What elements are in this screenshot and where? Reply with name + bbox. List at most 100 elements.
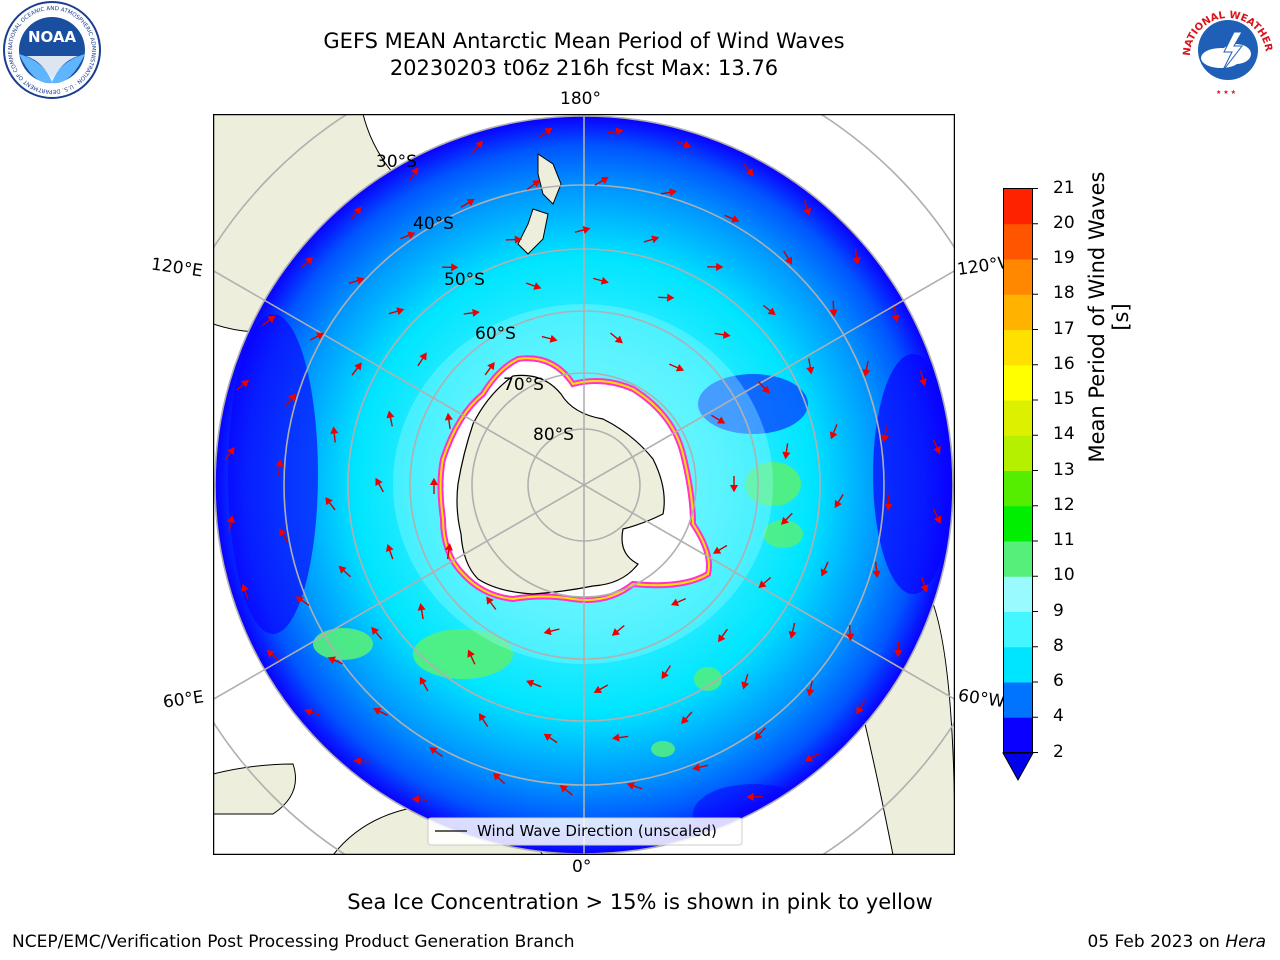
map-legend: Wind Wave Direction (unscaled)	[427, 817, 743, 846]
wave-arrow-head	[582, 226, 591, 234]
wave-arrow-head	[467, 649, 475, 658]
wave-arrow-head	[486, 596, 494, 605]
colorbar-band	[1003, 682, 1033, 718]
wave-arrow-head	[492, 772, 501, 781]
wave-arrow-head	[611, 733, 620, 742]
wave-arrow-head	[611, 628, 620, 636]
wave-arrow-head	[933, 515, 942, 524]
antarctica-land	[456, 374, 665, 595]
colorbar-tick-marks	[1032, 188, 1038, 753]
colorbar-tick-label: 19	[1053, 248, 1075, 268]
wave-arrow-head	[419, 352, 427, 361]
colorbar-band	[1003, 611, 1033, 648]
wave-arrow-head	[451, 263, 459, 272]
lat-label-70s: 70°S	[503, 375, 544, 395]
colorbar-tick-label: 13	[1053, 459, 1075, 480]
wave-arrow-head	[295, 596, 304, 604]
wave-arrow-head	[411, 795, 420, 804]
wave-arrow-head	[227, 515, 235, 524]
wave-arrow-head	[532, 179, 541, 188]
wave-arrow-head	[681, 716, 689, 725]
wave-arrow-head	[327, 656, 336, 664]
wave-arrow-head	[803, 207, 812, 216]
wave-arrow-head	[600, 176, 609, 185]
wave-arrow-head	[227, 446, 235, 456]
lat-label-40s: 40°S	[413, 214, 454, 234]
wave-arrow-head	[353, 757, 362, 766]
new-zealand-land	[517, 153, 562, 255]
wave-arrow-head	[373, 707, 382, 716]
colorbar-tick-label: 2	[1053, 741, 1064, 762]
wave-arrow-head	[919, 378, 927, 387]
wave-arrow-head	[712, 546, 722, 554]
wave-arrow-head	[829, 309, 838, 317]
wave-arrow-head	[767, 307, 776, 316]
legend-label: Wind Wave Direction (unscaled)	[477, 822, 717, 840]
wave-arrow-head	[386, 410, 395, 419]
wave-arrow-head	[692, 763, 701, 772]
wave-arrow-head	[600, 276, 609, 285]
footer-host: Hera	[1225, 932, 1266, 952]
wave-arrow-head	[731, 215, 740, 223]
wave-arrow-head	[396, 307, 405, 316]
wave-arrow-head	[675, 364, 685, 372]
wave-arrow-head	[375, 477, 383, 487]
lon-label-lower-left: 60°E	[161, 687, 206, 713]
wave-arrow-head	[852, 257, 861, 265]
wave-arrow-head	[667, 293, 675, 302]
wave-arrow-head	[717, 634, 726, 643]
colorbar-band	[1003, 329, 1033, 366]
lat-label-80s: 80°S	[533, 425, 574, 445]
wave-arrow-head	[729, 485, 739, 493]
wave-arrow-head	[279, 528, 287, 537]
wave-arrow-head	[338, 565, 347, 574]
wave-arrow-head	[444, 542, 453, 551]
colorbar-band	[1003, 576, 1033, 612]
wave-arrow-head	[615, 127, 624, 136]
colorbar-tick-label: 4	[1053, 706, 1064, 727]
wave-arrow-head	[846, 633, 855, 642]
wave-arrow-head	[304, 708, 313, 717]
colorbar-band	[1003, 188, 1033, 225]
wave-arrow-head	[862, 368, 871, 377]
wave-arrow-head	[356, 276, 365, 285]
chart-subtitle: 20230203 t06z 216h fcst Max: 13.76	[389, 56, 779, 80]
colorbar-band	[1003, 259, 1033, 295]
wave-arrow-head	[670, 598, 680, 606]
wave-arrow-head	[716, 262, 724, 271]
wind-wave-direction-arrows	[224, 127, 942, 804]
wave-arrow-head	[417, 603, 426, 611]
wave-arrow-head	[533, 282, 542, 290]
wave-arrow-head	[559, 785, 568, 793]
wave-arrow-head	[288, 393, 296, 402]
wave-arrow-head	[856, 706, 864, 715]
wave-arrow-head	[305, 256, 314, 265]
noaa-logo-text: NOAA	[28, 28, 77, 46]
colorbar-label: Mean Period of Wind Waves [s]	[1085, 171, 1133, 463]
sea-ice-note: Sea Ice Concentration > 15% is shown in …	[347, 890, 933, 914]
wave-arrow-head	[466, 198, 475, 207]
wave-arrow-head	[514, 235, 523, 244]
wave-arrow-head	[353, 206, 362, 215]
wave-arrow-head	[781, 516, 789, 525]
wave-arrow-head	[330, 426, 339, 434]
lon-label-upper-left: 120°E	[149, 254, 204, 282]
wave-arrow-head	[475, 140, 483, 149]
wave-arrow-head	[315, 332, 325, 340]
wave-arrow-head	[526, 679, 535, 688]
colorbar	[995, 180, 1045, 790]
wave-arrow-head	[872, 570, 881, 579]
wave-arrow-head	[820, 568, 829, 577]
map-panel: Wind Wave Direction (unscaled)	[213, 114, 955, 855]
noaa-logo: NATIONAL OCEANIC AND ATMOSPHERIC ADMINIS…	[0, 0, 104, 104]
wave-arrow-head	[543, 733, 552, 742]
wave-arrow-head	[722, 330, 731, 339]
wave-arrow-head	[804, 754, 814, 762]
wave-arrow-head	[741, 681, 750, 690]
wave-arrow-head	[745, 168, 754, 177]
wave-arrow-head	[806, 366, 815, 375]
wave-arrow-head	[325, 497, 333, 506]
colorbar-band	[1003, 294, 1033, 330]
wave-arrow-head	[267, 315, 276, 324]
wave-arrow-head	[782, 451, 791, 460]
